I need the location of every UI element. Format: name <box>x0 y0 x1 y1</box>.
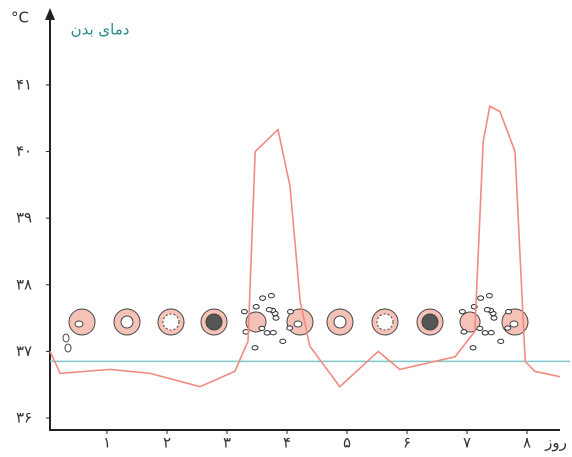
y-axis-arrow <box>45 8 55 20</box>
merozoite <box>263 330 271 336</box>
merozoite <box>481 330 489 336</box>
x-tick-label: ۷ <box>463 434 471 452</box>
merozoite <box>469 345 477 351</box>
merozoite <box>267 292 275 299</box>
merozoite <box>259 295 267 301</box>
merozoite <box>252 304 260 310</box>
merozoite <box>258 325 266 332</box>
merozoite <box>497 338 505 345</box>
x-tick-label: ۱ <box>103 434 111 452</box>
parasite-icon <box>205 313 223 331</box>
merozoite <box>476 325 484 332</box>
x-tick-label: ۸ <box>523 434 531 452</box>
merozoite <box>240 308 248 315</box>
parasite-icon <box>62 333 70 343</box>
merozoite-cluster <box>240 292 513 351</box>
y-label: دمای بدن <box>71 21 130 39</box>
merozoite <box>460 329 468 335</box>
parasite-icon <box>162 313 180 331</box>
merozoite <box>272 315 280 321</box>
x-tick-label: ۴ <box>283 434 291 452</box>
y-tick-label: ۳۷ <box>16 342 32 360</box>
merozoite <box>269 329 277 336</box>
merozoite <box>287 309 295 315</box>
x-tick-label: ۲ <box>163 434 171 452</box>
y-tick-label: ۴۱ <box>16 75 32 93</box>
x-tick-label: ۳ <box>223 434 231 452</box>
merozoite <box>505 309 513 315</box>
merozoite <box>485 292 493 299</box>
y-tick-label: ۳۶ <box>16 409 32 427</box>
merozoite <box>286 325 294 331</box>
y-tick-label: ۳۹ <box>16 209 32 227</box>
merozoite <box>477 295 485 301</box>
x-tick-label: ۶ <box>403 434 411 452</box>
parasite-icon <box>293 320 303 328</box>
parasite-icon <box>74 320 84 328</box>
parasite-icon <box>333 315 347 329</box>
merozoite <box>483 306 491 313</box>
temperature-line <box>49 105 561 388</box>
parasite-icon <box>376 313 394 331</box>
x-tick-label: ۵ <box>343 434 351 452</box>
merozoite <box>487 329 495 336</box>
merozoite <box>458 308 466 315</box>
y-unit: °C <box>11 9 29 27</box>
parasite-icon <box>509 320 519 328</box>
x-label: روز <box>544 434 567 452</box>
parasite-icon <box>120 315 134 329</box>
merozoite <box>251 345 259 351</box>
y-tick-label: ۳۸ <box>16 275 32 293</box>
y-tick-label: ۴۰ <box>16 142 32 160</box>
parasite-icon <box>64 343 72 353</box>
merozoite <box>504 325 512 331</box>
merozoite <box>265 306 273 313</box>
merozoite <box>279 338 287 345</box>
parasite-icons <box>62 308 529 353</box>
merozoite <box>490 315 498 321</box>
parasite-icon <box>421 313 439 331</box>
